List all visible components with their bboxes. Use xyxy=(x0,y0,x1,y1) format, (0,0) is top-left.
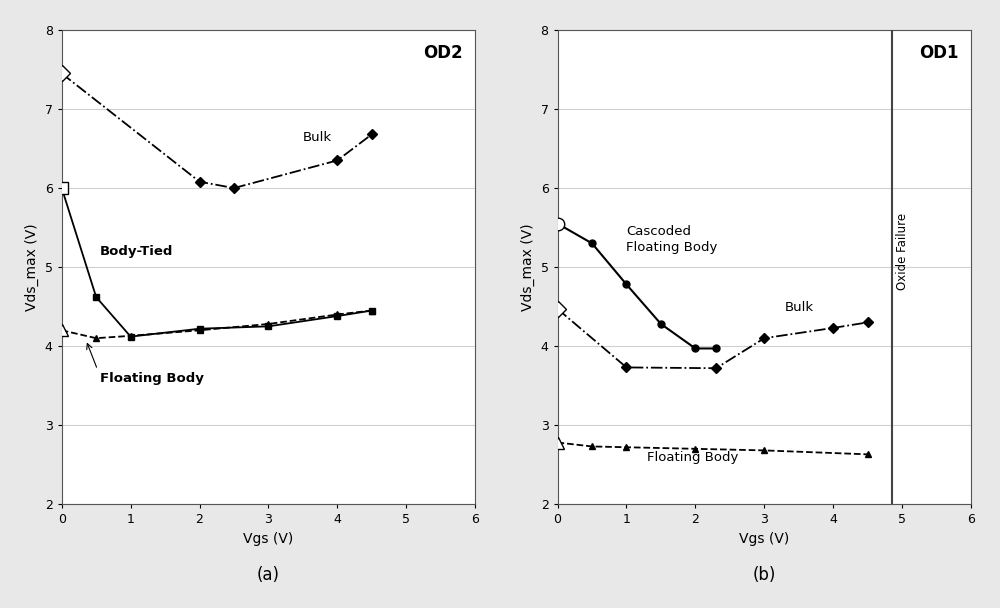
Text: Cascoded
Floating Body: Cascoded Floating Body xyxy=(626,226,718,254)
Text: Bulk: Bulk xyxy=(785,300,814,314)
Text: (a): (a) xyxy=(257,566,280,584)
Text: Body-Tied: Body-Tied xyxy=(100,245,173,258)
Text: (b): (b) xyxy=(753,566,776,584)
X-axis label: Vgs (V): Vgs (V) xyxy=(243,532,294,546)
Y-axis label: Vds_max (V): Vds_max (V) xyxy=(25,223,39,311)
X-axis label: Vgs (V): Vgs (V) xyxy=(739,532,789,546)
Text: OD1: OD1 xyxy=(919,44,959,62)
Y-axis label: Vds_max (V): Vds_max (V) xyxy=(521,223,535,311)
Text: Floating Body: Floating Body xyxy=(647,451,739,464)
Text: OD2: OD2 xyxy=(423,44,463,62)
Text: Floating Body: Floating Body xyxy=(100,371,204,385)
Text: Bulk: Bulk xyxy=(303,131,332,143)
Text: Oxide Failure: Oxide Failure xyxy=(896,213,909,290)
